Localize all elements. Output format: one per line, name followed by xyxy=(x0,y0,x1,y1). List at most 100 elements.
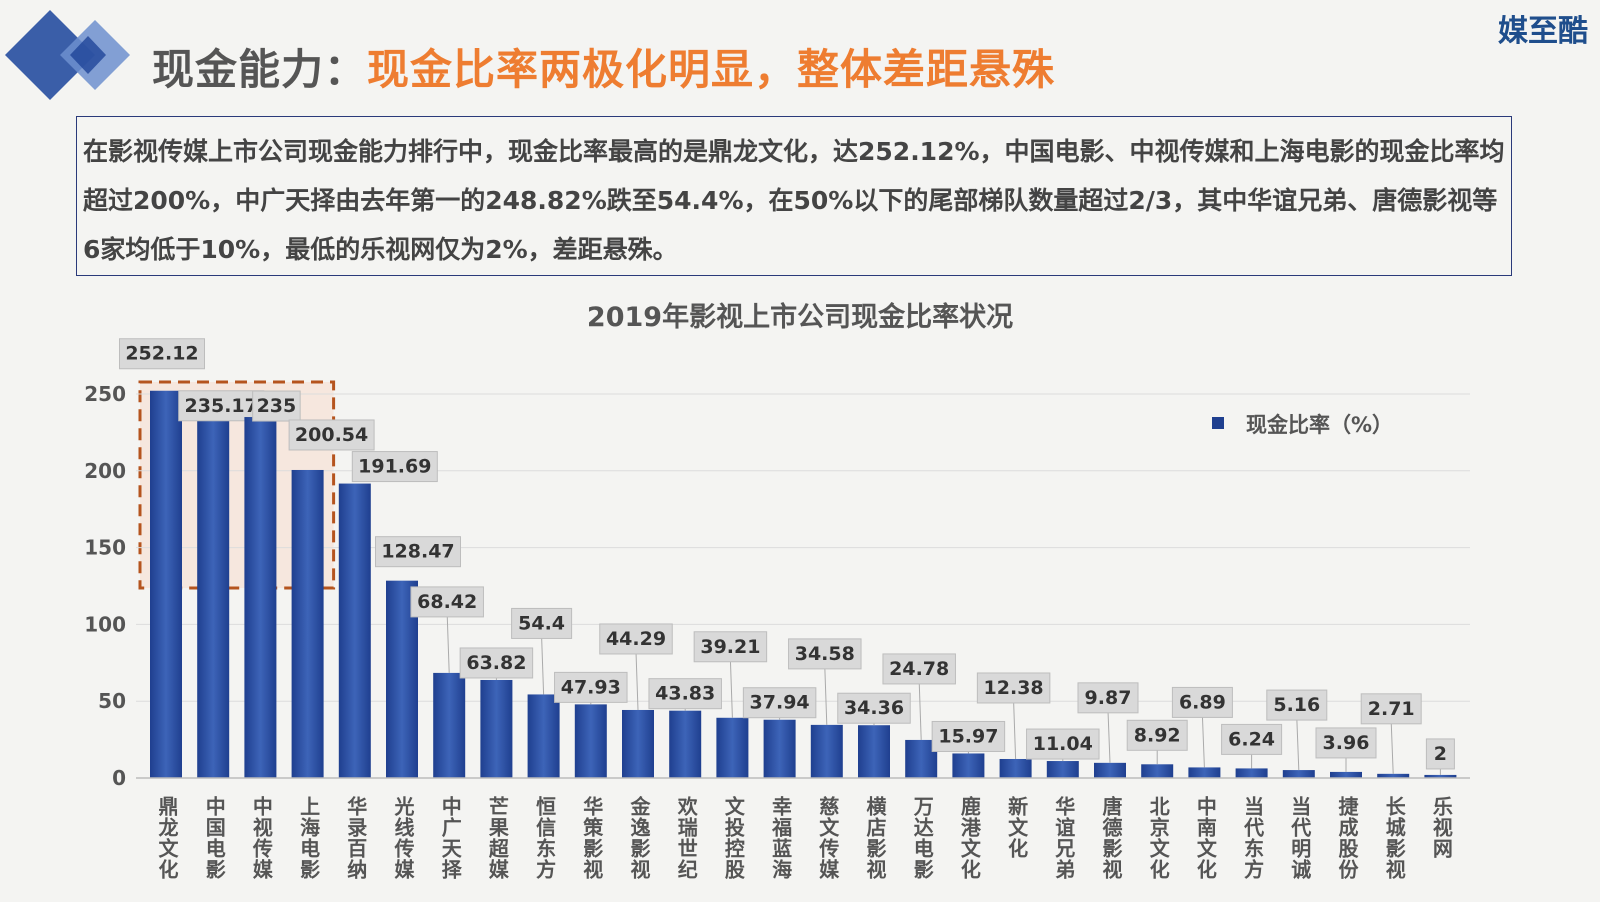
category-label: 中国电影 xyxy=(202,795,226,880)
category-label: 北京文化 xyxy=(1146,796,1170,880)
bar-chart: 2019年影视上市公司现金比率状况 0 50 100 150 200 250 鼎龙文化 252.… xyxy=(84,301,1470,880)
data-label: 24.78 xyxy=(889,658,949,680)
data-label-box xyxy=(252,390,301,422)
data-label: 235 xyxy=(257,395,297,417)
data-label: 9.87 xyxy=(1085,687,1132,709)
category-label: 当代东方 xyxy=(1241,796,1265,880)
bar xyxy=(763,719,796,778)
data-label: 34.58 xyxy=(795,643,855,665)
data-label-box xyxy=(511,607,573,639)
data-label-box xyxy=(1425,738,1455,770)
category-label: 文投控股 xyxy=(721,795,745,880)
data-label: 6.24 xyxy=(1228,728,1275,750)
data-label: 2.71 xyxy=(1368,698,1415,720)
data-label-box xyxy=(1315,727,1377,759)
data-label: 47.93 xyxy=(561,676,621,698)
bar xyxy=(433,672,466,778)
y-tick-label: 100 xyxy=(84,612,126,636)
bar xyxy=(1282,770,1315,778)
data-label-box xyxy=(410,586,484,618)
category-label: 乐视网 xyxy=(1429,796,1453,859)
title-lead: 现金能力： xyxy=(152,45,368,94)
bar xyxy=(480,679,513,778)
data-label: 34.36 xyxy=(844,697,904,719)
data-label-box xyxy=(599,623,673,655)
category-label: 华录百纳 xyxy=(344,795,368,880)
data-label-box xyxy=(1026,728,1100,760)
legend-swatch xyxy=(1212,417,1224,429)
bar xyxy=(810,724,843,778)
category-label: 当代明诚 xyxy=(1288,796,1312,880)
bar xyxy=(244,417,277,778)
category-label: 中视传媒 xyxy=(249,795,273,880)
y-tick-label: 250 xyxy=(84,382,126,406)
category-label: 芒果超媒 xyxy=(485,796,509,880)
category-label: 华谊兄弟 xyxy=(1052,795,1076,880)
bar xyxy=(669,710,702,778)
data-label: 43.83 xyxy=(655,683,715,705)
data-label-box xyxy=(1171,686,1233,718)
data-label: 11.04 xyxy=(1033,733,1093,755)
data-label-box xyxy=(788,638,862,670)
leader-line xyxy=(1013,700,1017,760)
data-label: 3.96 xyxy=(1323,732,1370,754)
data-label: 54.4 xyxy=(518,612,565,634)
category-label: 新文化 xyxy=(1005,795,1029,859)
data-label: 63.82 xyxy=(466,652,526,674)
category-label: 上海电影 xyxy=(297,796,321,880)
data-label: 235.17 xyxy=(185,395,258,417)
data-label-box xyxy=(976,672,1051,704)
bar xyxy=(1094,762,1126,778)
data-label-box xyxy=(931,720,1006,752)
category-label: 华策影视 xyxy=(580,795,604,880)
y-tick-label: 0 xyxy=(112,766,126,790)
bar xyxy=(858,725,890,778)
data-label: 5.16 xyxy=(1273,694,1320,716)
leader-line xyxy=(729,659,733,718)
category-label: 中广天择 xyxy=(438,795,462,880)
page-title: 现金能力：现金比率两极化明显，整体差距悬殊 xyxy=(152,36,1055,97)
bar xyxy=(1141,764,1174,778)
leader-line xyxy=(1390,721,1394,774)
data-label: 8.92 xyxy=(1134,724,1181,746)
bar xyxy=(1235,768,1268,778)
data-label: 6.89 xyxy=(1179,691,1226,713)
data-label: 200.54 xyxy=(295,424,368,446)
data-label-box xyxy=(742,687,817,719)
data-label: 39.21 xyxy=(700,636,760,658)
data-label-box xyxy=(882,653,956,685)
category-label: 唐德影视 xyxy=(1099,795,1123,880)
bar xyxy=(1046,761,1079,778)
data-label: 191.69 xyxy=(358,456,431,478)
data-label: 15.97 xyxy=(938,725,998,747)
category-label: 中南文化 xyxy=(1193,795,1217,880)
leader-line xyxy=(918,681,922,740)
category-label: 鼎龙文化 xyxy=(155,796,179,880)
data-label-box xyxy=(119,338,205,370)
bar xyxy=(1424,774,1457,778)
brand-logo: 媒至酷 xyxy=(1498,14,1588,49)
data-label: 68.42 xyxy=(417,591,477,613)
bar xyxy=(574,704,607,778)
leader-line xyxy=(1201,715,1205,768)
bar xyxy=(197,416,230,778)
leader-line xyxy=(1107,710,1111,763)
data-label-box xyxy=(351,451,438,483)
category-label: 金逸影视 xyxy=(627,795,651,880)
category-label: 欢瑞世纪 xyxy=(674,795,698,880)
category-label: 恒信东方 xyxy=(533,796,557,880)
data-label-box xyxy=(375,536,461,568)
data-label: 2 xyxy=(1434,743,1447,765)
category-label: 横店影视 xyxy=(863,795,887,880)
bar xyxy=(1188,767,1221,778)
category-label: 慈文传媒 xyxy=(816,795,840,880)
category-label: 长城影视 xyxy=(1382,796,1406,880)
data-label: 44.29 xyxy=(606,628,666,650)
leader-line xyxy=(635,651,639,710)
data-label-box xyxy=(554,671,628,703)
diamond-logo-icon xyxy=(5,10,130,100)
category-label: 鹿港文化 xyxy=(957,795,981,880)
bar xyxy=(716,717,749,778)
y-tick-label: 200 xyxy=(84,459,126,483)
category-label: 光线传媒 xyxy=(391,796,415,880)
